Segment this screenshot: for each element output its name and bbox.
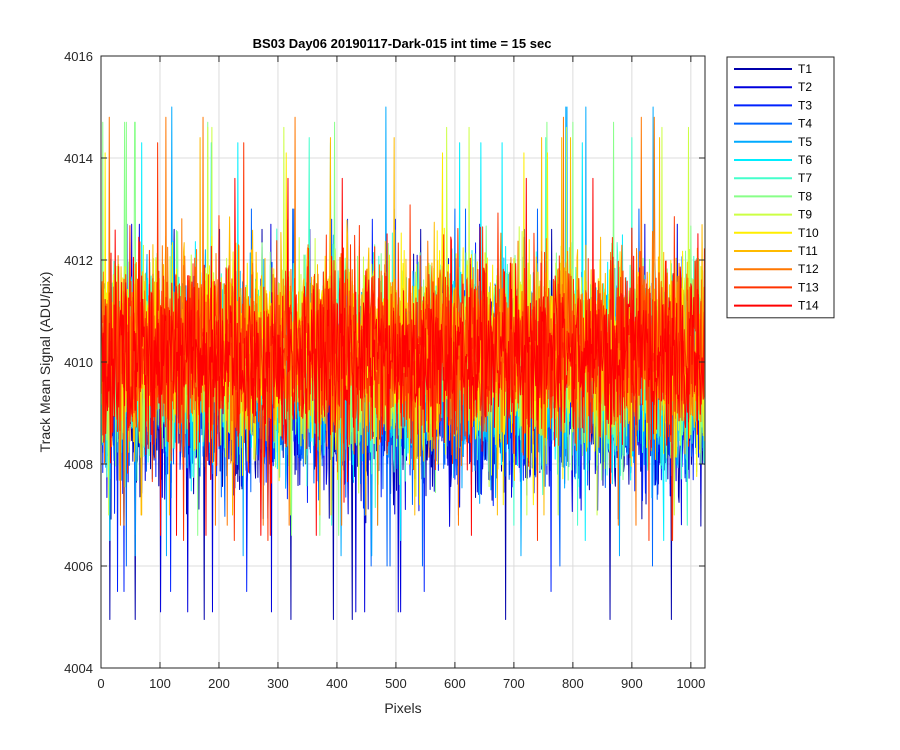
x-tick-label: 400 <box>326 676 348 691</box>
y-axis-label: Track Mean Signal (ADU/pix) <box>37 272 53 453</box>
legend-label: T1 <box>798 62 812 76</box>
x-axis-label: Pixels <box>384 700 421 716</box>
legend-label: T4 <box>798 117 812 131</box>
legend-label: T3 <box>798 98 812 112</box>
y-tick-label: 4010 <box>64 355 93 370</box>
legend-label: T13 <box>798 280 819 294</box>
x-tick-label: 600 <box>444 676 466 691</box>
y-tick-label: 4006 <box>64 559 93 574</box>
x-tick-label: 200 <box>208 676 230 691</box>
x-tick-label: 300 <box>267 676 289 691</box>
y-tick-label: 4004 <box>64 661 93 676</box>
axis-ticks: 0 100 200 300 400 500 600 700 800 900 1000 4004 4006… <box>64 49 705 691</box>
x-tick-label: 500 <box>385 676 407 691</box>
x-tick-label: 0 <box>97 676 104 691</box>
y-tick-label: 4008 <box>64 457 93 472</box>
legend-label: T5 <box>798 135 812 149</box>
legend: T1 T2 T3 T4 T5 T6 T7 T8 T9 T10 T11 T12 T13 T14 <box>726 56 835 319</box>
y-tick-label: 4012 <box>64 253 93 268</box>
series-layer <box>100 106 705 621</box>
legend-label: T10 <box>798 226 819 240</box>
legend-label: T12 <box>798 262 819 276</box>
series-line-t14 <box>100 177 705 536</box>
chart-title: BS03 Day06 20190117-Dark-015 int time = … <box>253 36 552 51</box>
x-tick-label: 700 <box>503 676 525 691</box>
legend-label: T8 <box>798 189 812 203</box>
legend-label: T14 <box>798 299 819 313</box>
legend-label: T2 <box>798 80 812 94</box>
legend-label: T9 <box>798 208 812 222</box>
x-tick-label: 900 <box>621 676 643 691</box>
x-tick-label: 100 <box>149 676 171 691</box>
x-tick-label: 800 <box>562 676 584 691</box>
y-tick-label: 4016 <box>64 49 93 64</box>
y-tick-label: 4014 <box>64 151 93 166</box>
legend-box <box>726 56 835 319</box>
legend-label: T7 <box>798 171 812 185</box>
legend-label: T6 <box>798 153 812 167</box>
x-tick-label: 1000 <box>676 676 705 691</box>
legend-label: T11 <box>798 244 818 258</box>
